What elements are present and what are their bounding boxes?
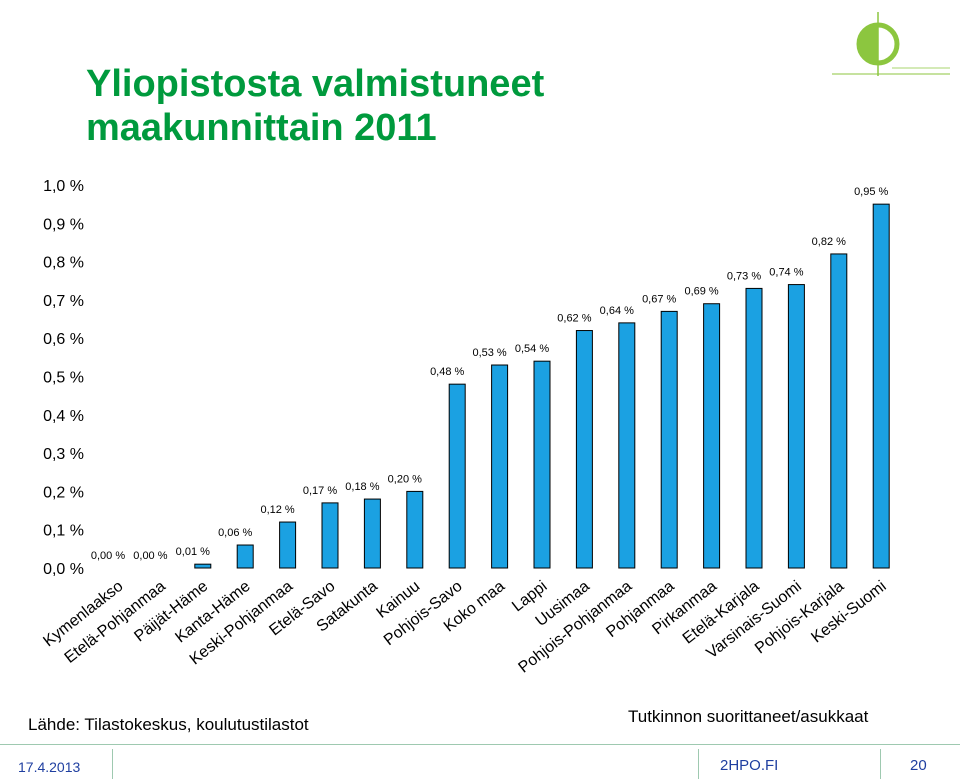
bar-uusimaa bbox=[575, 330, 593, 569]
data-label: 0,69 % bbox=[684, 286, 718, 298]
data-label: 0,00 % bbox=[91, 550, 125, 562]
bar-pohjois-pohjanmaa bbox=[618, 322, 636, 569]
category-label: Keski-Suomi bbox=[808, 578, 889, 647]
bar-pohjanmaa bbox=[660, 310, 678, 569]
y-tick-label: 0,7 % bbox=[43, 293, 84, 310]
data-label: 0,06 % bbox=[218, 527, 252, 539]
bar-etel-karjala bbox=[745, 287, 763, 569]
bar-lappi bbox=[533, 360, 551, 569]
footer-page-number: 20 bbox=[910, 757, 927, 774]
bar-varsinais-suomi bbox=[787, 284, 805, 569]
bar-koko-maa bbox=[491, 364, 509, 569]
y-axis: 0,0 % 0,1 % 0,2 % 0,3 % 0,4 % 0,5 % 0,6 % 0,7 %… bbox=[43, 178, 84, 578]
data-label: 0,18 % bbox=[345, 481, 379, 493]
data-label: 0,74 % bbox=[769, 267, 803, 279]
y-tick-label: 1,0 % bbox=[43, 178, 84, 195]
data-label: 0,95 % bbox=[854, 186, 888, 198]
y-tick-label: 0,9 % bbox=[43, 216, 84, 233]
slide-title: Yliopistosta valmistuneet maakunnittain … bbox=[86, 63, 545, 149]
bar-pohjois-karjala bbox=[830, 253, 848, 569]
data-label: 0,17 % bbox=[303, 485, 337, 497]
company-logo bbox=[832, 12, 950, 76]
data-label: 0,53 % bbox=[472, 347, 506, 359]
bar-keski-suomi bbox=[872, 203, 890, 569]
data-label: 0,01 % bbox=[176, 546, 210, 558]
data-label: 0,62 % bbox=[557, 313, 591, 325]
data-label: 0,00 % bbox=[133, 550, 167, 562]
logo-icon bbox=[832, 12, 950, 76]
y-tick-label: 0,2 % bbox=[43, 484, 84, 501]
footer-divider bbox=[880, 749, 881, 779]
y-tick-label: 0,6 % bbox=[43, 331, 84, 348]
data-label: 0,67 % bbox=[642, 293, 676, 305]
data-label: 0,20 % bbox=[388, 473, 422, 485]
y-tick-label: 0,4 % bbox=[43, 408, 84, 425]
bar-pirkanmaa bbox=[703, 303, 721, 569]
data-label: 0,48 % bbox=[430, 366, 464, 378]
bar-etel-savo bbox=[321, 502, 339, 569]
data-label: 0,12 % bbox=[260, 504, 294, 516]
data-label: 0,73 % bbox=[727, 270, 761, 282]
bar-kainuu bbox=[406, 490, 424, 569]
bar-chart: 0,0 % 0,1 % 0,2 % 0,3 % 0,4 % 0,5 % 0,6 % 0,7 %… bbox=[40, 178, 890, 677]
y-tick-label: 0,1 % bbox=[43, 523, 84, 540]
per-capita-note: Tutkinnon suorittaneet/asukkaat bbox=[628, 707, 869, 726]
bar-p-ij-t-h-me bbox=[194, 563, 212, 569]
footer-divider bbox=[112, 749, 113, 779]
y-tick-label: 0,5 % bbox=[43, 370, 84, 387]
source-note: Lähde: Tilastokeskus, koulutustilastot bbox=[28, 715, 309, 734]
category-labels: KymenlaaksoEtelä-PohjanmaaPäijät-HämeKan… bbox=[40, 578, 889, 677]
y-tick-label: 0,3 % bbox=[43, 446, 84, 463]
data-labels: 0,00 % 0,00 % 0,01 % 0,06 % 0,12 % 0,17 % 0,18… bbox=[91, 186, 889, 562]
data-label: 0,64 % bbox=[600, 305, 634, 317]
data-label: 0,54 % bbox=[515, 343, 549, 355]
y-tick-label: 0,0 % bbox=[43, 561, 84, 578]
bars bbox=[194, 203, 890, 569]
bar-satakunta bbox=[363, 498, 381, 569]
footer-site: 2HPO.FI bbox=[720, 757, 779, 774]
footer-divider bbox=[698, 749, 699, 779]
bar-keski-pohjanmaa bbox=[279, 521, 297, 569]
y-tick-label: 0,8 % bbox=[43, 255, 84, 272]
data-label: 0,82 % bbox=[812, 236, 846, 248]
bar-kanta-h-me bbox=[236, 544, 254, 569]
bar-pohjois-savo bbox=[448, 383, 466, 569]
footer-date: 17.4.2013 bbox=[18, 759, 81, 775]
footer: 17.4.2013 2HPO.FI 20 bbox=[0, 744, 960, 781]
